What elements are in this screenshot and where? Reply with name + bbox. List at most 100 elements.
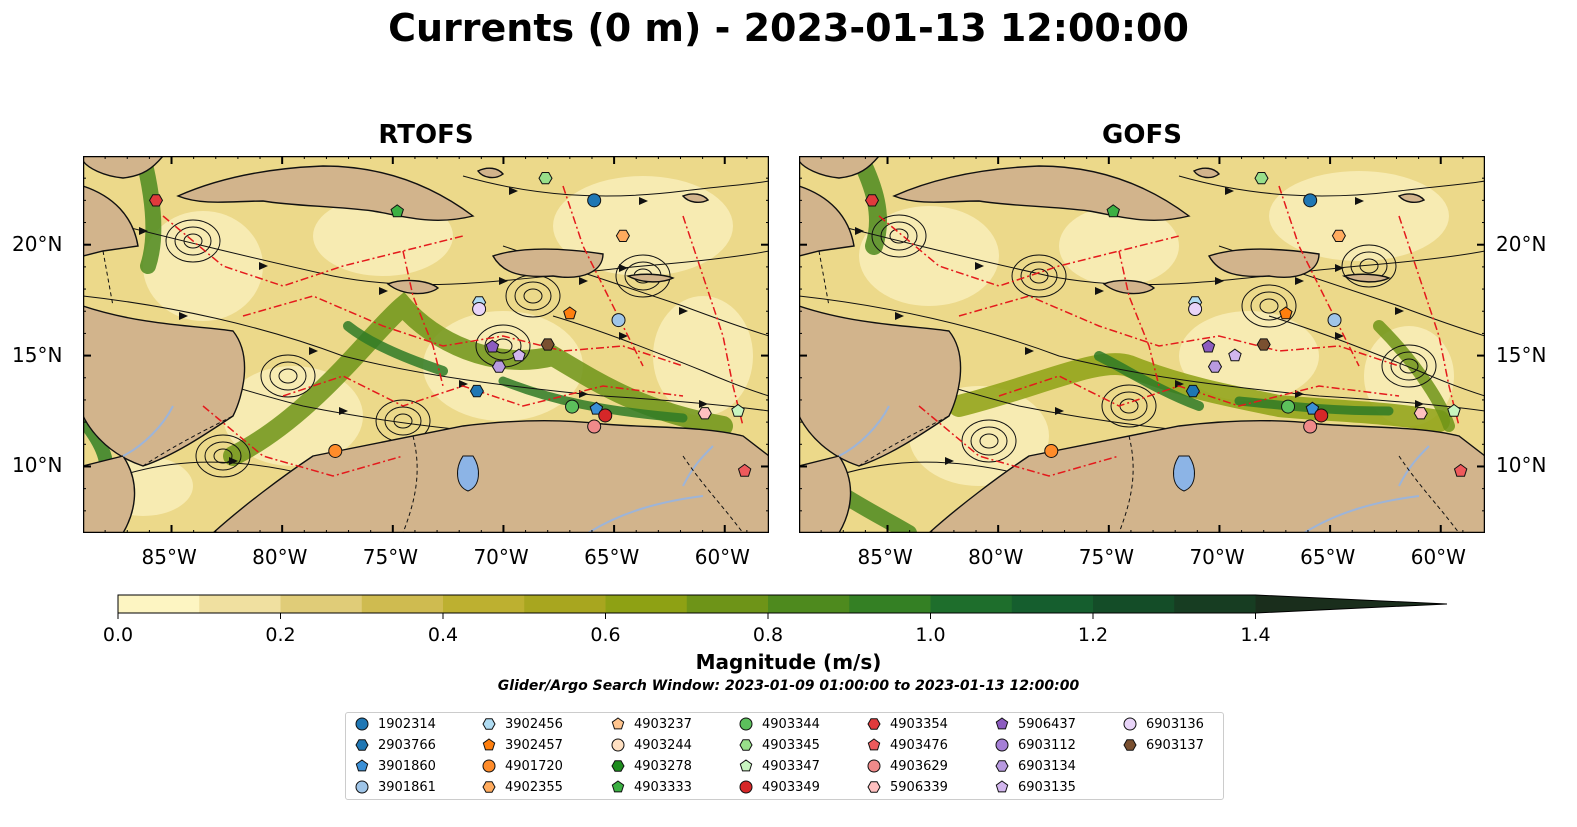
country-border xyxy=(818,250,830,307)
legend-item-4903349: 4903349 xyxy=(738,779,820,795)
eddy-streamline xyxy=(484,331,522,361)
colorbar-label: Magnitude (m/s) xyxy=(695,650,882,674)
eddy-streamline xyxy=(1259,298,1279,314)
eez-boundary xyxy=(162,215,464,287)
legend-item-6903135: 6903135 xyxy=(994,779,1076,795)
pentagon-marker-icon xyxy=(355,759,369,772)
hexagon-marker-icon xyxy=(739,739,753,751)
colorbar-tick-label: 0.4 xyxy=(427,624,459,646)
obs-marker-4902355 xyxy=(1331,229,1346,242)
streamline-arrow xyxy=(1175,380,1184,388)
legend-label: 3901860 xyxy=(378,758,436,774)
land-mass xyxy=(83,156,164,179)
colorbar-segment xyxy=(118,595,200,613)
circle-marker-icon xyxy=(995,738,1009,752)
colorbar-segment xyxy=(768,595,850,613)
eddy-streamline xyxy=(1390,351,1428,381)
legend-item-3901861: 3901861 xyxy=(354,779,436,795)
colorbar-segment xyxy=(1011,595,1094,613)
legend-item-2903766: 2903766 xyxy=(354,737,436,753)
hexagon-marker-icon xyxy=(355,739,369,751)
eddy-streamline xyxy=(195,434,251,478)
land-mass xyxy=(1102,279,1156,295)
obs-marker-6903135 xyxy=(1228,348,1242,362)
legend-label: 6903135 xyxy=(1018,779,1076,795)
lon-tick-label: 60°W xyxy=(1410,545,1466,569)
land-mass xyxy=(927,419,1485,533)
land-mass xyxy=(83,455,136,533)
eez-boundary xyxy=(202,405,404,477)
obs-marker-4901720 xyxy=(328,443,343,458)
obs-marker-3901860 xyxy=(1305,401,1320,415)
streamline-arrow xyxy=(945,457,954,465)
eez-boundary xyxy=(562,185,644,367)
streamline-arrow xyxy=(139,227,148,235)
strong-current-band xyxy=(223,292,733,466)
legend-label: 6903134 xyxy=(1018,758,1076,774)
legend-label: 5906339 xyxy=(890,779,948,795)
eddy-streamline xyxy=(278,368,298,384)
lon-tick-label: 70°W xyxy=(1189,545,1245,569)
strong-current-band xyxy=(343,321,448,376)
colorbar-segment xyxy=(280,595,363,613)
legend-label: 4903345 xyxy=(762,737,820,753)
circle-marker-icon xyxy=(355,780,369,794)
hexagon-marker-icon xyxy=(1123,739,1137,751)
lat-tick-label: 15°N xyxy=(12,342,63,367)
eez-boundary xyxy=(958,295,1400,367)
obs-marker-4903476 xyxy=(1453,463,1468,477)
legend-label: 3901861 xyxy=(378,779,436,795)
streamline xyxy=(799,295,1485,412)
obs-marker-5906437 xyxy=(1201,339,1216,353)
obs-marker-6903136 xyxy=(472,302,487,317)
colorbar-segment xyxy=(930,595,1013,613)
eddy-streamline xyxy=(1341,244,1397,288)
lon-tick-label: 85°W xyxy=(857,545,913,569)
river xyxy=(122,405,174,457)
land-mass xyxy=(625,273,675,283)
streamline-arrow xyxy=(679,307,688,315)
eddy-streamline xyxy=(880,221,918,251)
land-mass xyxy=(386,279,440,295)
legend-item-6903134: 6903134 xyxy=(994,758,1076,774)
streamline xyxy=(552,315,769,397)
legend-label: 4902355 xyxy=(505,779,563,795)
obs-marker-4903354 xyxy=(864,194,880,207)
eddy-streamline xyxy=(213,448,233,464)
obs-marker-4903347 xyxy=(731,403,745,417)
legend-item-4903237: 4903237 xyxy=(610,716,692,732)
country-border xyxy=(142,415,234,467)
legend-item-4903278: 4903278 xyxy=(610,758,692,774)
river xyxy=(838,405,890,457)
obs-marker-4903629 xyxy=(1303,419,1318,434)
obs-marker-4903349 xyxy=(598,408,613,423)
low-speed-patch xyxy=(1269,171,1449,261)
eddy-streamline xyxy=(1381,344,1437,388)
eddy-streamline xyxy=(204,441,242,471)
lon-tick-label: 75°W xyxy=(362,545,419,569)
streamline-arrow xyxy=(619,332,628,340)
eez-boundary xyxy=(242,295,684,367)
streamline xyxy=(83,295,769,412)
legend-label: 3902456 xyxy=(505,716,563,732)
legend-label: 1902314 xyxy=(378,716,436,732)
streamline-arrow xyxy=(339,407,348,415)
streamline xyxy=(462,175,769,197)
streamline-arrow xyxy=(1215,277,1224,285)
legend-label: 2903766 xyxy=(378,737,436,753)
legend-item-4903333: 4903333 xyxy=(610,779,692,795)
circle-marker-icon xyxy=(482,759,496,773)
streamline-arrow xyxy=(895,312,904,320)
streamline-arrow xyxy=(1025,347,1034,355)
legend-label: 4903629 xyxy=(890,758,948,774)
legend-item-4903347: 4903347 xyxy=(738,758,820,774)
obs-marker-1902314 xyxy=(587,193,602,208)
search-window-text: Glider/Argo Search Window: 2023-01-09 01… xyxy=(497,678,1080,694)
land-mass xyxy=(211,419,769,533)
pentagon-marker-icon xyxy=(995,717,1009,730)
river xyxy=(1303,495,1420,533)
lat-tick-label: 10°N xyxy=(12,453,63,478)
eddy-streamline xyxy=(871,214,927,258)
colorbar-segment xyxy=(199,595,281,613)
circle-marker-icon xyxy=(355,717,369,731)
